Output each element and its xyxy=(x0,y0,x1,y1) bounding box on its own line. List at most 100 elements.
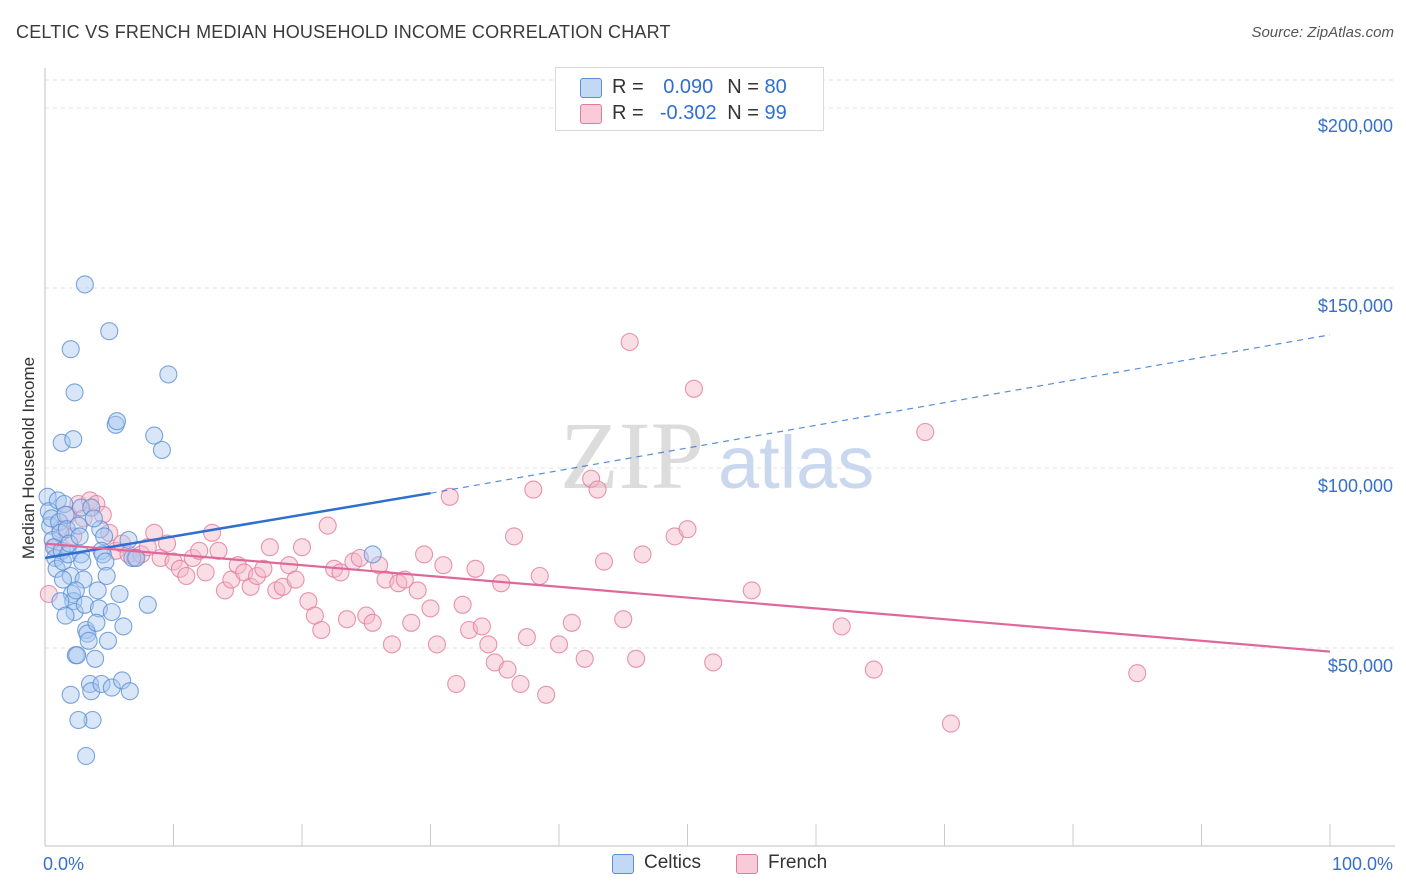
legend-text-french: R = -0.302 N = 99 xyxy=(612,102,787,124)
french-point xyxy=(100,523,119,542)
french-point xyxy=(549,635,569,654)
french-point xyxy=(357,606,376,625)
axes: $50,000 $100,000 $150,000 $200,000 0.0% 100.0… xyxy=(43,68,1395,874)
french-point xyxy=(164,552,183,571)
watermark-atlas: atlas xyxy=(718,421,874,504)
celtics-point xyxy=(123,548,142,568)
chart-title: CELTIC VS FRENCH MEDIAN HOUSEHOLD INCOME… xyxy=(16,22,671,42)
legend-n-value: 99 xyxy=(764,102,787,124)
french-point xyxy=(864,660,883,679)
celtics-point xyxy=(69,710,88,730)
french-point xyxy=(337,610,357,629)
french-point xyxy=(215,581,234,600)
french-point xyxy=(318,516,337,535)
celtics-point xyxy=(47,559,66,578)
celtics-point xyxy=(53,570,73,589)
french-point xyxy=(247,566,267,586)
legend-r-value: 0.090 xyxy=(663,76,714,98)
celtics-point xyxy=(65,383,84,402)
x-tick-label: 0.0% xyxy=(43,854,84,874)
celtics-point xyxy=(152,440,171,460)
celtics-point xyxy=(38,487,57,506)
french-point xyxy=(241,577,260,596)
celtics-point xyxy=(363,545,382,564)
french-point xyxy=(39,584,58,604)
french-point xyxy=(479,635,498,654)
celtics-point xyxy=(159,365,178,384)
celtics-point xyxy=(107,412,127,431)
french-point xyxy=(292,538,312,557)
french-point xyxy=(395,570,414,589)
french-point xyxy=(472,617,491,636)
french-point xyxy=(183,548,202,568)
trend-lines xyxy=(44,334,1331,653)
watermark: ZIP atlas xyxy=(560,402,874,509)
celtics-point xyxy=(120,682,139,701)
french-point xyxy=(537,685,556,704)
french-point xyxy=(415,545,434,564)
celtics-point xyxy=(61,685,80,704)
french-point xyxy=(614,610,633,629)
y-tick-label: $200,000 xyxy=(1318,116,1393,136)
celtics-point xyxy=(51,592,70,611)
french-point xyxy=(511,674,530,694)
legend-r-value: -0.302 xyxy=(659,102,717,124)
celtics-point xyxy=(82,682,101,701)
french-point xyxy=(363,613,382,632)
french-point xyxy=(524,480,543,499)
chart-source: Source: ZipAtlas.com xyxy=(1251,24,1394,41)
celtics-point xyxy=(145,426,164,445)
celtics-point xyxy=(70,527,89,546)
french-point xyxy=(196,563,215,582)
french-point xyxy=(530,566,549,586)
data-points xyxy=(38,275,1147,766)
celtics-point xyxy=(114,617,133,636)
celtics-point xyxy=(138,595,157,614)
celtics-point xyxy=(71,498,91,517)
celtics-point xyxy=(102,678,121,697)
celtics-point xyxy=(75,595,94,614)
celtics-point xyxy=(92,674,111,694)
celtics-point xyxy=(82,498,101,517)
celtics-point xyxy=(84,509,103,528)
french-point xyxy=(177,566,196,586)
legend-swatch-celtics xyxy=(580,78,602,98)
french-point xyxy=(145,523,164,542)
legend-swatch-french xyxy=(580,104,602,124)
french-point xyxy=(562,613,581,632)
french-point xyxy=(312,620,331,640)
french-point xyxy=(447,674,466,694)
french-point xyxy=(254,559,273,578)
celtics-point xyxy=(110,584,129,604)
y-tick-label: $150,000 xyxy=(1318,296,1393,316)
french-trend-line xyxy=(44,542,1331,653)
legend-n-value: 80 xyxy=(764,76,787,98)
celtics-point xyxy=(75,275,94,294)
celtics-point xyxy=(64,430,83,449)
french-point xyxy=(170,559,189,578)
french-point xyxy=(286,570,305,589)
celtics-point xyxy=(68,646,87,665)
celtics-point xyxy=(79,631,98,650)
french-point xyxy=(382,635,402,654)
celtics-point xyxy=(102,602,121,622)
french-point xyxy=(941,714,960,733)
celtics-point xyxy=(100,322,119,341)
celtics-point xyxy=(97,566,116,586)
french-point xyxy=(87,494,106,514)
french-point xyxy=(684,379,703,398)
gridlines xyxy=(45,79,1395,649)
french-point xyxy=(421,599,440,618)
celtics-point xyxy=(73,552,92,571)
celtics-trend-extension xyxy=(430,334,1331,494)
french-point xyxy=(440,487,459,506)
celtics-point xyxy=(61,340,80,359)
y-axis-label: Median Household Income xyxy=(19,357,38,559)
french-point xyxy=(434,556,453,575)
y-tick-label: $50,000 xyxy=(1328,656,1393,676)
celtics-point xyxy=(56,606,75,625)
celtics-point xyxy=(88,581,107,600)
french-point xyxy=(132,545,151,564)
correlation-legend: R = 0.090 N = 80 R = -0.302 N = 99 xyxy=(555,67,824,131)
